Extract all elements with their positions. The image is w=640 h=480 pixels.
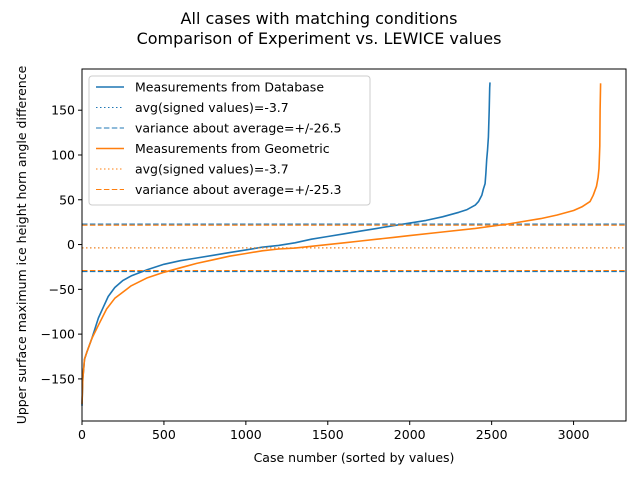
chart-subtitle: Comparison of Experiment vs. LEWICE valu… bbox=[137, 29, 502, 48]
y-tick-label: 0 bbox=[67, 237, 75, 252]
x-axis: 0 500 1000 1500 2000 2500 3000 bbox=[78, 421, 590, 442]
series-line-4 bbox=[81, 83, 602, 405]
x-axis-label: Case number (sorted by values) bbox=[254, 450, 455, 465]
legend-label-2: avg(signed values)=-3.7 bbox=[135, 100, 289, 115]
legend-label-4: Measurements from Geometric bbox=[135, 141, 330, 156]
y-tick-label: 50 bbox=[59, 192, 75, 207]
y-tick-label: 150 bbox=[51, 103, 75, 118]
legend: Measurements from Database avg(signed val… bbox=[88, 75, 371, 206]
series-line-3 bbox=[82, 223, 626, 273]
y-axis-label: Upper surface maximum ice height horn an… bbox=[14, 65, 29, 424]
x-tick-label: 1500 bbox=[312, 427, 344, 442]
series-line-1 bbox=[81, 82, 491, 406]
legend-frame bbox=[88, 75, 371, 206]
plot-lines bbox=[81, 82, 626, 406]
x-tick-label: 1000 bbox=[230, 427, 262, 442]
legend-label-3: variance about average=+/-26.5 bbox=[135, 121, 342, 136]
chart-title: All cases with matching conditions bbox=[181, 9, 458, 28]
series-line-6 bbox=[82, 224, 626, 272]
legend-label-6: variance about average=+/-25.3 bbox=[135, 182, 342, 197]
y-axis: −150 −100 −50 0 50 100 150 bbox=[41, 103, 82, 386]
x-tick-label: 2500 bbox=[476, 427, 508, 442]
legend-items: Measurements from Database avg(signed val… bbox=[96, 80, 342, 197]
y-tick-label: −150 bbox=[41, 371, 75, 386]
x-tick-label: 500 bbox=[152, 427, 176, 442]
legend-label-1: Measurements from Database bbox=[135, 80, 324, 95]
y-tick-label: 100 bbox=[51, 147, 75, 162]
x-tick-label: 3000 bbox=[558, 427, 590, 442]
x-tick-label: 0 bbox=[78, 427, 86, 442]
y-tick-label: −50 bbox=[49, 282, 75, 297]
x-tick-label: 2000 bbox=[394, 427, 426, 442]
legend-label-5: avg(signed values)=-3.7 bbox=[135, 162, 289, 177]
y-tick-label: −100 bbox=[41, 327, 75, 342]
